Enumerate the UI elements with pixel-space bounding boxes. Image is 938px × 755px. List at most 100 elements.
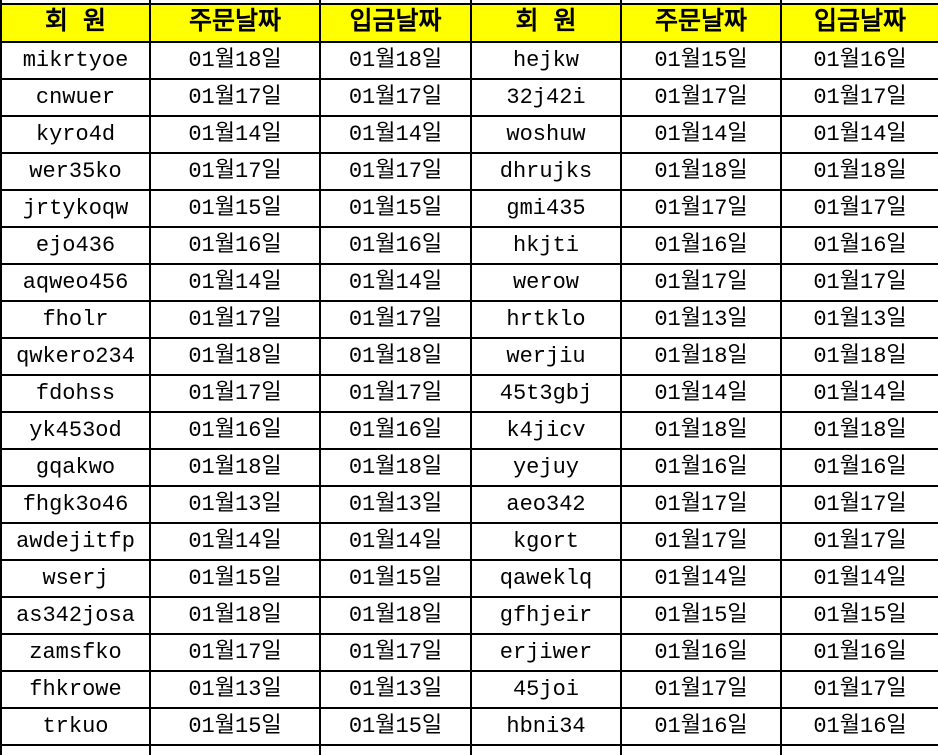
deposit-date-cell[interactable]: 01월16일	[319, 226, 472, 265]
member-cell[interactable]: hkjti	[470, 226, 622, 265]
member-cell[interactable]: kgort	[470, 522, 622, 561]
deposit-date-cell[interactable]: 01월18일	[780, 337, 938, 376]
order-date-cell[interactable]: 01월17일	[149, 78, 321, 117]
deposit-date-cell[interactable]: 01월14일	[319, 522, 472, 561]
deposit-date-cell[interactable]: 01월17일	[319, 300, 472, 339]
member-cell[interactable]: k4jicv	[470, 411, 622, 450]
deposit-date-cell[interactable]: 01월18일	[319, 41, 472, 80]
order-date-cell[interactable]: 01월16일	[620, 226, 782, 265]
member-cell[interactable]: zamsfko	[0, 633, 151, 672]
deposit-date-cell[interactable]: 01월13일	[319, 485, 472, 524]
order-date-cell[interactable]: 01월18일	[620, 152, 782, 191]
deposit-date-cell[interactable]: 01월17일	[319, 374, 472, 413]
member-cell[interactable]: wer35ko	[0, 152, 151, 191]
deposit-date-cell[interactable]: 01월13일	[319, 670, 472, 709]
order-date-cell[interactable]: 01월17일	[620, 78, 782, 117]
order-date-cell[interactable]: 01월17일	[620, 189, 782, 228]
deposit-date-cell[interactable]: 01월17일	[780, 189, 938, 228]
order-date-cell[interactable]: 01월16일	[620, 633, 782, 672]
deposit-date-cell[interactable]: 01월18일	[780, 411, 938, 450]
order-date-cell[interactable]: 01월15일	[620, 41, 782, 80]
order-date-cell[interactable]: 01월13일	[149, 670, 321, 709]
member-cell[interactable]: kyro4d	[0, 115, 151, 154]
order-date-cell[interactable]: 01월13일	[620, 300, 782, 339]
member-cell[interactable]: awdejitfp	[0, 522, 151, 561]
member-cell[interactable]: aqweo456	[0, 263, 151, 302]
order-date-cell[interactable]: 01월16일	[149, 411, 321, 450]
order-date-cell[interactable]: 01월14일	[620, 559, 782, 598]
order-date-cell[interactable]: 01월14일	[149, 263, 321, 302]
order-date-cell[interactable]: 01월17일	[149, 300, 321, 339]
order-date-cell[interactable]: 01월15일	[149, 707, 321, 746]
deposit-date-cell[interactable]: 01월17일	[780, 78, 938, 117]
member-cell[interactable]: erjiwer	[470, 633, 622, 672]
order-date-cell[interactable]: 01월17일	[620, 670, 782, 709]
deposit-date-cell[interactable]: 01월16일	[319, 411, 472, 450]
deposit-date-cell[interactable]: 01월18일	[780, 152, 938, 191]
deposit-date-cell[interactable]: 01월15일	[319, 707, 472, 746]
order-date-cell[interactable]: 01월17일	[620, 485, 782, 524]
member-cell[interactable]: wserj	[0, 559, 151, 598]
deposit-date-cell[interactable]: 01월17일	[780, 670, 938, 709]
member-cell[interactable]: yk453od	[0, 411, 151, 450]
order-date-cell[interactable]: 01월17일	[620, 522, 782, 561]
member-cell[interactable]: mikrtyoe	[0, 41, 151, 80]
header-cell-deposit-date[interactable]: 입금날짜	[780, 3, 938, 43]
member-cell[interactable]: as342josa	[0, 596, 151, 635]
deposit-date-cell[interactable]: 01월17일	[780, 263, 938, 302]
member-cell[interactable]: fdohss	[0, 374, 151, 413]
deposit-date-cell[interactable]: 01월17일	[780, 485, 938, 524]
deposit-date-cell[interactable]: 01월18일	[319, 448, 472, 487]
member-cell[interactable]: cnwuer	[0, 78, 151, 117]
deposit-date-cell[interactable]: 01월14일	[780, 559, 938, 598]
header-cell-member[interactable]: 회 원	[0, 3, 151, 43]
member-cell[interactable]: qwkero234	[0, 337, 151, 376]
order-date-cell[interactable]: 01월16일	[149, 226, 321, 265]
deposit-date-cell[interactable]: 01월15일	[780, 596, 938, 635]
member-cell[interactable]: 45t3gbj	[470, 374, 622, 413]
member-cell[interactable]: hejkw	[470, 41, 622, 80]
order-date-cell[interactable]: 01월14일	[620, 115, 782, 154]
deposit-date-cell[interactable]: 01월15일	[319, 559, 472, 598]
deposit-date-cell[interactable]: 01월14일	[780, 115, 938, 154]
order-date-cell[interactable]: 01월18일	[149, 337, 321, 376]
member-cell[interactable]: werow	[470, 263, 622, 302]
deposit-date-cell[interactable]: 01월18일	[319, 596, 472, 635]
order-date-cell[interactable]: 01월14일	[149, 115, 321, 154]
deposit-date-cell[interactable]: 01월13일	[780, 300, 938, 339]
member-cell[interactable]: 45joi	[470, 670, 622, 709]
member-cell[interactable]: ejo436	[0, 226, 151, 265]
member-cell[interactable]: aeo342	[470, 485, 622, 524]
deposit-date-cell[interactable]: 01월16일	[780, 448, 938, 487]
order-date-cell[interactable]: 01월18일	[149, 41, 321, 80]
order-date-cell[interactable]: 01월18일	[149, 596, 321, 635]
deposit-date-cell[interactable]: 01월14일	[319, 115, 472, 154]
order-date-cell[interactable]: 01월17일	[620, 263, 782, 302]
member-cell[interactable]: fholr	[0, 300, 151, 339]
member-cell[interactable]: 32j42i	[470, 78, 622, 117]
header-cell-member[interactable]: 회 원	[470, 3, 622, 43]
member-cell[interactable]: jrtykoqw	[0, 189, 151, 228]
order-date-cell[interactable]: 01월16일	[620, 448, 782, 487]
deposit-date-cell[interactable]: 01월17일	[319, 633, 472, 672]
member-cell[interactable]: dhrujks	[470, 152, 622, 191]
deposit-date-cell[interactable]: 01월16일	[780, 41, 938, 80]
member-cell[interactable]: gfhjeir	[470, 596, 622, 635]
deposit-date-cell[interactable]: 01월17일	[319, 78, 472, 117]
order-date-cell[interactable]: 01월15일	[149, 189, 321, 228]
order-date-cell[interactable]: 01월17일	[149, 152, 321, 191]
member-cell[interactable]: werjiu	[470, 337, 622, 376]
member-cell[interactable]: fhkrowe	[0, 670, 151, 709]
deposit-date-cell[interactable]: 01월15일	[319, 189, 472, 228]
header-cell-order-date[interactable]: 주문날짜	[149, 3, 321, 43]
deposit-date-cell[interactable]: 01월16일	[780, 633, 938, 672]
member-cell[interactable]: trkuo	[0, 707, 151, 746]
order-date-cell[interactable]: 01월17일	[149, 633, 321, 672]
deposit-date-cell[interactable]: 01월14일	[780, 374, 938, 413]
member-cell[interactable]: hbni34	[470, 707, 622, 746]
member-cell[interactable]: woshuw	[470, 115, 622, 154]
member-cell[interactable]: fhgk3o46	[0, 485, 151, 524]
deposit-date-cell[interactable]: 01월17일	[780, 522, 938, 561]
member-cell[interactable]: qaweklq	[470, 559, 622, 598]
order-date-cell[interactable]: 01월13일	[149, 485, 321, 524]
